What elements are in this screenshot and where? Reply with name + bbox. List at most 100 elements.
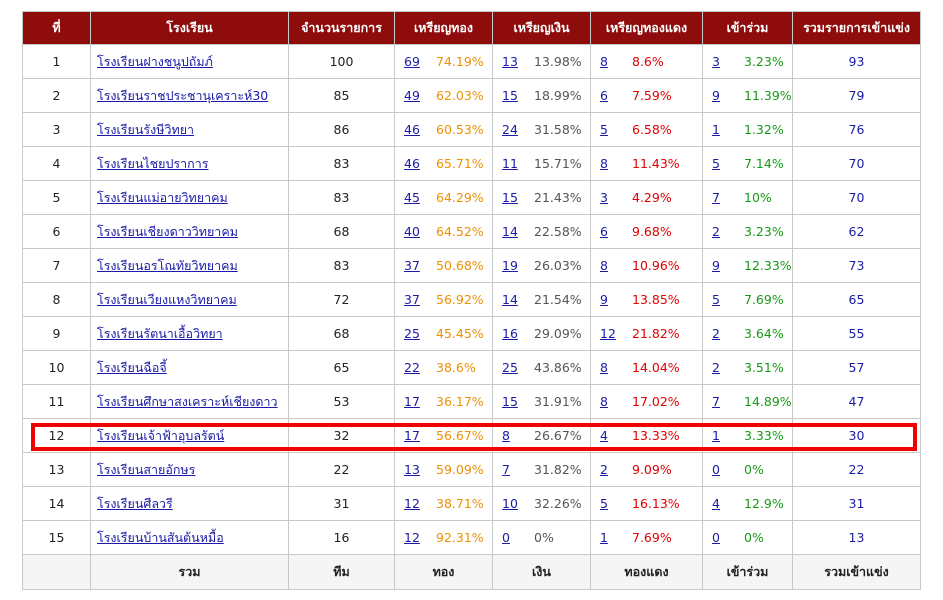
bronze-cell: 3 4.29% (590, 180, 703, 215)
school-cell: โรงเรียนเวียงแหงวิทยาคม (90, 282, 289, 317)
silver-count-link[interactable]: 16 (502, 326, 518, 341)
join-percent: 1.32% (744, 122, 784, 137)
school-link[interactable]: โรงเรียนรัตนาเอื้อวิทยา (97, 325, 223, 341)
bronze-count-link[interactable]: 6 (600, 88, 608, 103)
rank-cell: 3 (22, 112, 91, 147)
silver-cell: 25 43.86% (492, 350, 591, 385)
bronze-count-link[interactable]: 8 (600, 156, 608, 171)
bronze-count-link[interactable]: 8 (600, 394, 608, 409)
join-count-link[interactable]: 3 (712, 54, 720, 69)
gold-count-link[interactable]: 49 (404, 88, 420, 103)
gold-count-link[interactable]: 12 (404, 496, 420, 511)
school-link[interactable]: โรงเรียนราชประชานุเคราะห์30 (97, 87, 269, 103)
school-link[interactable]: โรงเรียนรังษีวิทยา (97, 121, 195, 137)
school-link[interactable]: โรงเรียนเจ้าฟ้าอุบลรัตน์ (97, 427, 225, 443)
bronze-count-link[interactable]: 2 (600, 462, 608, 477)
join-count-link[interactable]: 1 (712, 122, 720, 137)
join-count-link[interactable]: 7 (712, 190, 720, 205)
school-cell: โรงเรียนฉือจี้ (90, 350, 289, 385)
bronze-percent: 16.13% (632, 496, 680, 511)
silver-count-link[interactable]: 24 (502, 122, 518, 137)
gold-count-link[interactable]: 46 (404, 122, 420, 137)
footer-empty (22, 554, 91, 590)
gold-count-link[interactable]: 69 (404, 54, 420, 69)
gold-cell: 13 59.09% (394, 452, 493, 487)
header-no: ที่ (22, 11, 91, 45)
join-count-link[interactable]: 1 (712, 428, 720, 443)
join-count-link[interactable]: 2 (712, 224, 720, 239)
gold-count-link[interactable]: 40 (404, 224, 420, 239)
school-link[interactable]: โรงเรียนแม่อายวิทยาคม (97, 189, 228, 205)
school-link[interactable]: โรงเรียนศึกษาสงเคราะห์เชียงดาว (97, 393, 278, 409)
silver-count-link[interactable]: 11 (502, 156, 518, 171)
gold-percent: 59.09% (436, 462, 484, 477)
bronze-count-link[interactable]: 3 (600, 190, 608, 205)
bronze-count-link[interactable]: 8 (600, 258, 608, 273)
bronze-percent: 13.33% (632, 428, 680, 443)
join-count-link[interactable]: 4 (712, 496, 720, 511)
bronze-count-link[interactable]: 5 (600, 122, 608, 137)
bronze-count-link[interactable]: 8 (600, 360, 608, 375)
bronze-count-link[interactable]: 4 (600, 428, 608, 443)
silver-count-link[interactable]: 8 (502, 428, 510, 443)
school-link[interactable]: โรงเรียนอรโณทัยวิทยาคม (97, 257, 238, 273)
join-count-link[interactable]: 0 (712, 530, 720, 545)
join-count-link[interactable]: 0 (712, 462, 720, 477)
silver-count-link[interactable]: 19 (502, 258, 518, 273)
medal-table: ที่ โรงเรียน จำนวนรายการ เหรียญทอง เหรีย… (22, 11, 921, 590)
join-count-link[interactable]: 2 (712, 326, 720, 341)
silver-count-link[interactable]: 14 (502, 224, 518, 239)
total-cell: 93 (792, 44, 921, 79)
bronze-count-link[interactable]: 1 (600, 530, 608, 545)
bronze-count-link[interactable]: 12 (600, 326, 616, 341)
gold-count-link[interactable]: 22 (404, 360, 420, 375)
bronze-percent: 21.82% (632, 326, 680, 341)
bronze-percent: 17.02% (632, 394, 680, 409)
silver-count-link[interactable]: 14 (502, 292, 518, 307)
silver-count-link[interactable]: 15 (502, 394, 518, 409)
school-cell: โรงเรียนแม่อายวิทยาคม (90, 180, 289, 215)
join-count-link[interactable]: 5 (712, 156, 720, 171)
join-count-link[interactable]: 7 (712, 394, 720, 409)
table-row: 5 โรงเรียนแม่อายวิทยาคม 83 45 64.29% 15 21.43%… (22, 180, 921, 215)
school-link[interactable]: โรงเรียนเชียงดาววิทยาคม (97, 223, 238, 239)
join-count-link[interactable]: 2 (712, 360, 720, 375)
join-cell: 4 12.9% (702, 486, 793, 521)
gold-count-link[interactable]: 13 (404, 462, 420, 477)
gold-count-link[interactable]: 37 (404, 258, 420, 273)
gold-count-link[interactable]: 45 (404, 190, 420, 205)
bronze-count-link[interactable]: 6 (600, 224, 608, 239)
school-link[interactable]: โรงเรียนเวียงแหงวิทยาคม (97, 291, 237, 307)
rank-cell: 4 (22, 146, 91, 181)
join-count-link[interactable]: 9 (712, 88, 720, 103)
silver-count-link[interactable]: 13 (502, 54, 518, 69)
school-link[interactable]: โรงเรียนศีลวรี (97, 495, 173, 511)
bronze-count-link[interactable]: 9 (600, 292, 608, 307)
gold-count-link[interactable]: 12 (404, 530, 420, 545)
silver-count-link[interactable]: 15 (502, 190, 518, 205)
school-link[interactable]: โรงเรียนสายอักษร (97, 461, 196, 477)
gold-count-link[interactable]: 17 (404, 428, 420, 443)
school-link[interactable]: โรงเรียนบ้านสันต้นหมื้อ (97, 529, 224, 545)
silver-count-link[interactable]: 15 (502, 88, 518, 103)
footer-gold-label: ทอง (394, 554, 493, 590)
silver-count-link[interactable]: 0 (502, 530, 510, 545)
silver-count-link[interactable]: 7 (502, 462, 510, 477)
bronze-count-link[interactable]: 5 (600, 496, 608, 511)
bronze-count-link[interactable]: 8 (600, 54, 608, 69)
school-link[interactable]: โรงเรียนไชยปราการ (97, 155, 209, 171)
gold-count-link[interactable]: 46 (404, 156, 420, 171)
gold-count-link[interactable]: 37 (404, 292, 420, 307)
school-link[interactable]: โรงเรียนฝางชนูปถัมภ์ (97, 53, 213, 69)
school-link[interactable]: โรงเรียนฉือจี้ (97, 359, 167, 375)
table-row: 2 โรงเรียนราชประชานุเคราะห์30 85 49 62.03% 15… (22, 78, 921, 113)
join-cell: 1 3.33% (702, 418, 793, 453)
gold-count-link[interactable]: 17 (404, 394, 420, 409)
silver-count-link[interactable]: 10 (502, 496, 518, 511)
bronze-cell: 8 11.43% (590, 146, 703, 181)
silver-count-link[interactable]: 25 (502, 360, 518, 375)
gold-count-link[interactable]: 25 (404, 326, 420, 341)
join-count-link[interactable]: 5 (712, 292, 720, 307)
total-cell: 76 (792, 112, 921, 147)
join-count-link[interactable]: 9 (712, 258, 720, 273)
